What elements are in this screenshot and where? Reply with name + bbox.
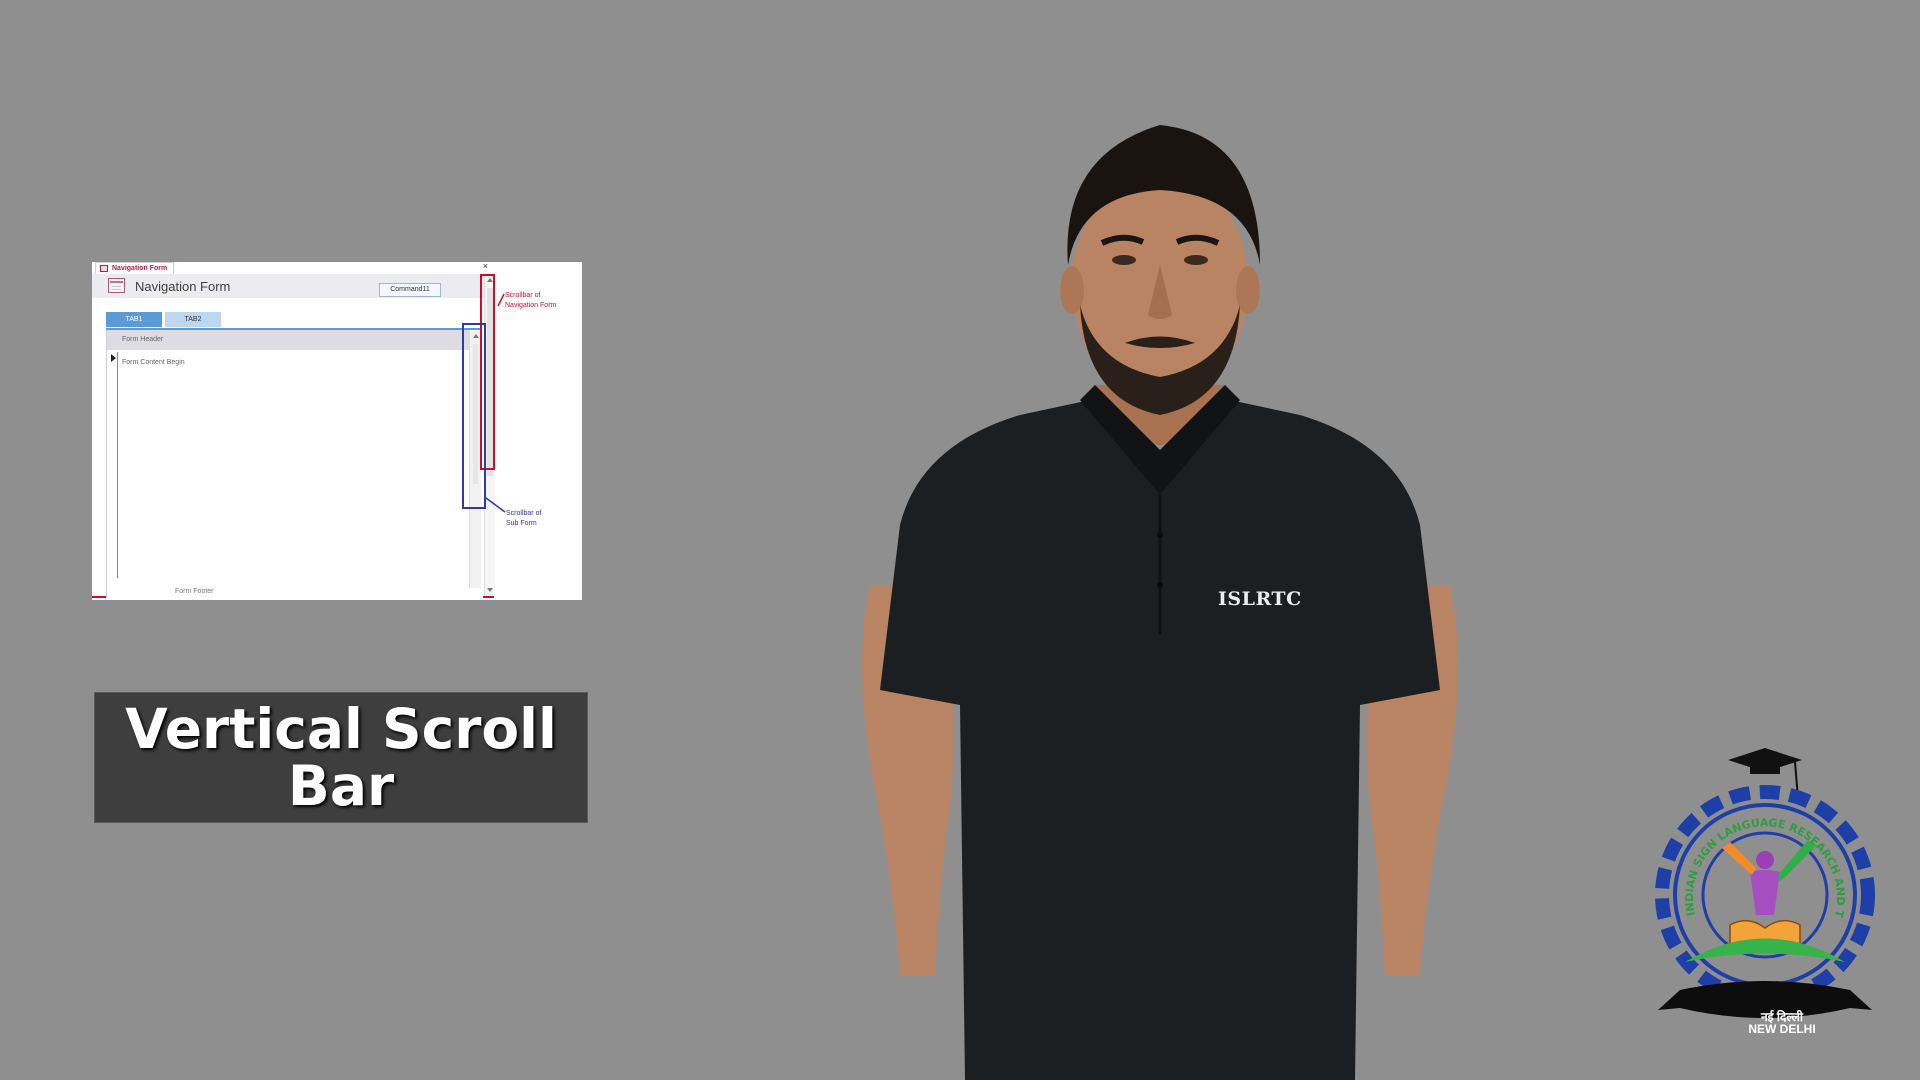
tab-tab1[interactable]: TAB1 <box>106 312 162 327</box>
shirt-logo-text: ISLRTC <box>1218 588 1302 610</box>
subform-header: Form Header <box>107 330 469 350</box>
subform-vertical-scrollbar[interactable] <box>469 330 481 588</box>
logo-ring-text: INDIAN SIGN LANGUAGE RESEARCH AND TRAINI… <box>1640 740 1847 919</box>
annotation-line: Scrollbar of <box>506 510 542 517</box>
subform-content-label: Form Content Begin <box>122 359 185 366</box>
scroll-up-arrow-icon[interactable] <box>487 278 493 282</box>
form-title: Navigation Form <box>135 279 231 294</box>
caption-line: Bar <box>287 753 395 818</box>
logo-city-label: नई दिल्ली NEW DELHI <box>1712 1011 1852 1035</box>
document-tab[interactable]: Navigation Form <box>95 262 175 274</box>
tutorial-screenshot: Navigation Form × Navigation Form Comman… <box>92 262 582 600</box>
record-selector-arrow-icon <box>111 354 116 362</box>
annotation-leader-lines <box>485 293 506 513</box>
logo-city-hindi: नई दिल्ली <box>1760 1010 1804 1024</box>
annotation-line: Sub Form <box>506 520 537 527</box>
tab-underline <box>106 328 482 330</box>
form-header-bar: Navigation Form Command11 <box>92 274 484 298</box>
annotation-line: Navigation Form <box>505 302 557 309</box>
caption-box: Vertical Scroll Bar <box>94 692 588 823</box>
nav-scrollbar-annotation: Scrollbar of Navigation Form <box>505 291 577 311</box>
subform: Form Header Form Content Begin Form Foot… <box>106 330 483 598</box>
navigation-scroll-thumb[interactable] <box>487 288 493 476</box>
caption-line: Vertical Scroll <box>125 696 557 761</box>
form-icon <box>108 278 125 293</box>
presenter-figure <box>862 125 1458 1080</box>
scroll-down-arrow-icon[interactable] <box>487 588 493 592</box>
graduation-cap-icon <box>1728 748 1802 772</box>
scroll-up-arrow-icon[interactable] <box>472 334 479 338</box>
tab-tab2[interactable]: TAB2 <box>165 312 221 327</box>
subform-scroll-thumb[interactable] <box>473 344 478 484</box>
subform-scrollbar-annotation: Scrollbar of Sub Form <box>506 509 566 529</box>
subform-footer-label: Form Footer <box>175 588 214 595</box>
document-tab-label: Navigation Form <box>112 265 168 272</box>
annotation-line: Scrollbar of <box>505 292 541 299</box>
navigation-form-window: Navigation Form × Navigation Form Comman… <box>92 262 495 598</box>
form-icon <box>100 265 108 272</box>
navigation-scrollbar-highlight <box>480 274 495 470</box>
record-selector-bar <box>117 352 118 578</box>
svg-text:INDIAN SIGN LANGUAGE RESEARCH: INDIAN SIGN LANGUAGE RESEARCH AND TRAINI… <box>1640 740 1847 919</box>
subform-scrollbar-highlight <box>462 323 486 509</box>
logo-city-english: NEW DELHI <box>1748 1022 1816 1036</box>
close-icon[interactable]: × <box>482 262 488 271</box>
command-button[interactable]: Command11 <box>379 283 441 297</box>
islrtc-logo: INDIAN SIGN LANGUAGE RESEARCH AND TRAINI… <box>1640 740 1875 1018</box>
